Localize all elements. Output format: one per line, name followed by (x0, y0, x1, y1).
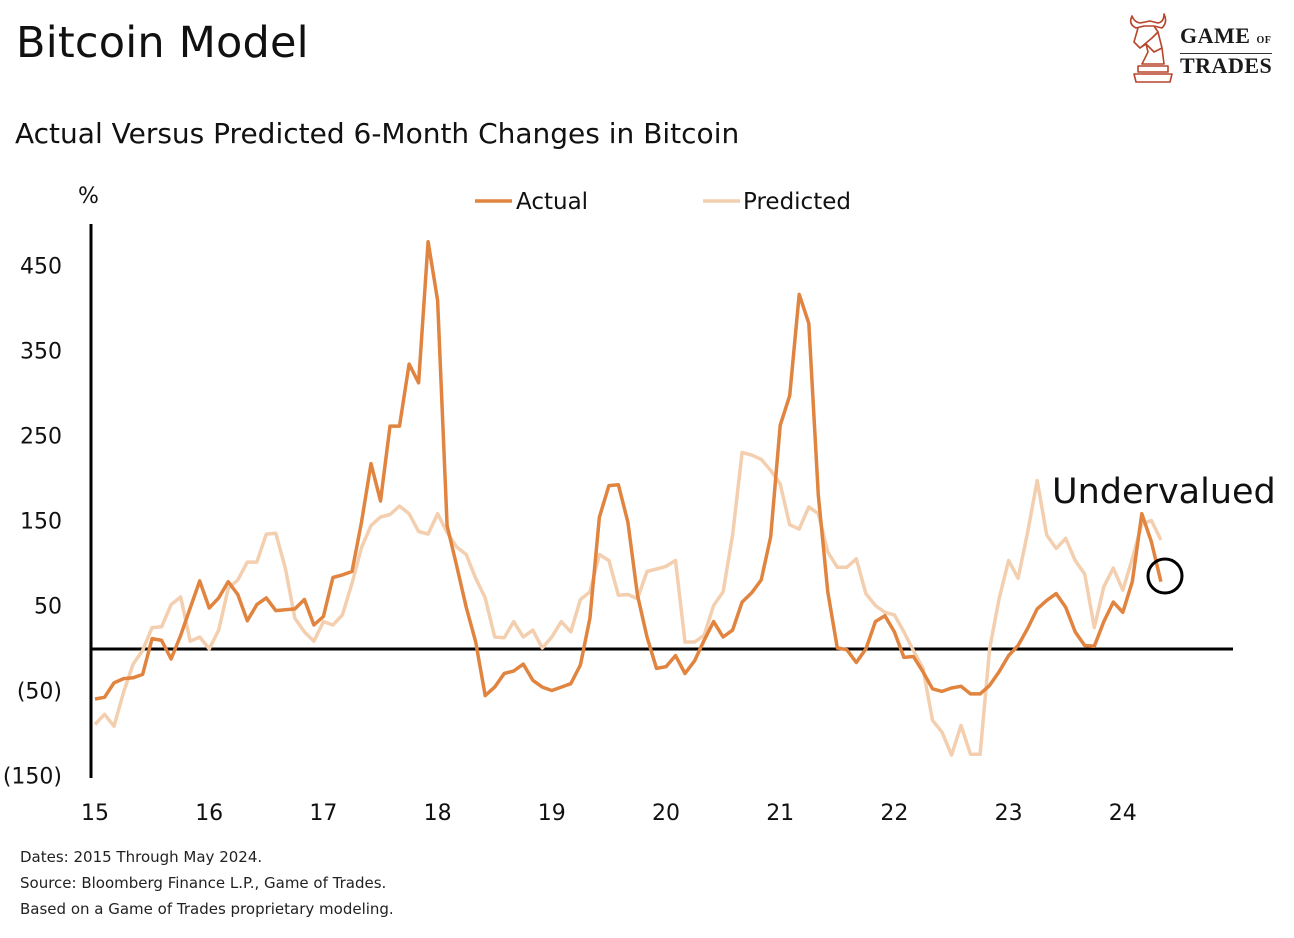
legend-label-predicted: Predicted (743, 189, 851, 215)
x-tick-label: 15 (81, 801, 109, 826)
x-tick-label: 21 (766, 801, 794, 826)
x-tick-labels: 15 16 17 18 19 20 21 22 23 24 (81, 801, 1137, 826)
x-tick-label: 22 (880, 801, 908, 826)
x-tick-label: 19 (538, 801, 566, 826)
logo-wordmark: GAME OF TRADES (1180, 23, 1273, 78)
annotation-circle (1146, 557, 1184, 595)
series-lines (93, 239, 1163, 757)
y-tick-label: 350 (20, 340, 62, 365)
footer-dates: Dates: 2015 Through May 2024. (20, 848, 263, 866)
x-tick-label: 20 (652, 801, 680, 826)
game-of-trades-logo: GAME OF TRADES (1124, 8, 1284, 90)
x-tick-label: 23 (995, 801, 1023, 826)
chart-subtitle: Actual Versus Predicted 6-Month Changes … (15, 117, 740, 150)
x-tick-label: 24 (1109, 801, 1137, 826)
footer-note: Based on a Game of Trades proprietary mo… (20, 900, 394, 918)
series-line-predicted (93, 450, 1163, 757)
y-tick-label: 150 (20, 510, 62, 535)
bull-knight-icon (1129, 13, 1173, 83)
x-tick-label: 18 (424, 801, 452, 826)
y-tick-label: (150) (3, 765, 62, 790)
y-tick-label: 450 (20, 255, 62, 280)
x-tick-label: 16 (195, 801, 223, 826)
y-tick-labels: 450 350 250 150 50 (50) (150) (3, 255, 62, 790)
footer-source: Source: Bloomberg Finance L.P., Game of … (20, 874, 387, 892)
legend: Actual Predicted (475, 189, 851, 215)
legend-label-actual: Actual (516, 189, 588, 215)
y-axis-unit-label: % (78, 184, 99, 209)
y-tick-label: 50 (34, 595, 62, 620)
annotation-undervalued: Undervalued (1052, 472, 1276, 512)
series-line-actual (94, 239, 1163, 701)
page-title: Bitcoin Model (16, 18, 309, 68)
y-tick-label: 250 (20, 425, 62, 450)
y-tick-label: (50) (17, 680, 62, 705)
x-tick-label: 17 (309, 801, 337, 826)
